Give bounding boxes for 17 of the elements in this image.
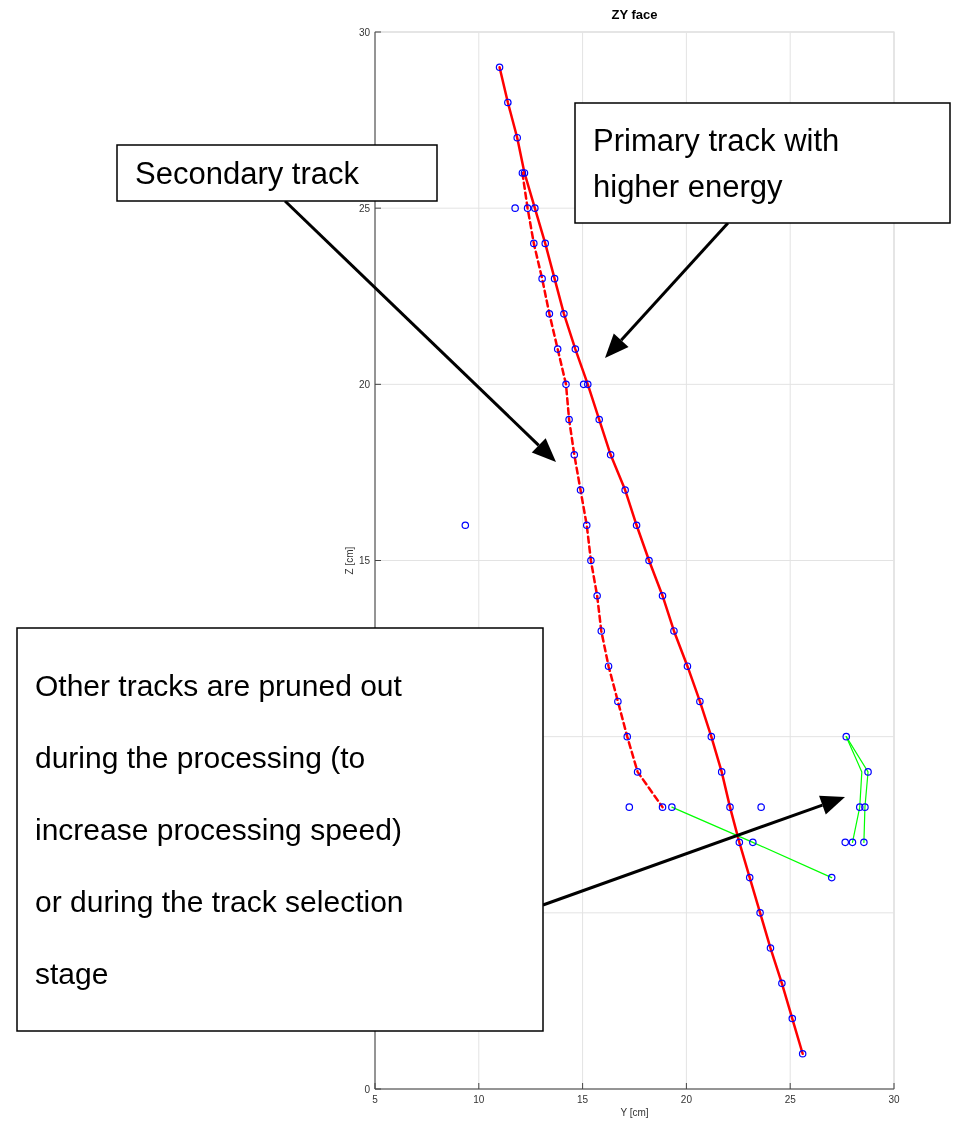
x-tick-label: 5: [372, 1094, 379, 1105]
x-tick-label: 30: [888, 1094, 900, 1105]
y-tick-label: 30: [358, 26, 371, 38]
text: Other tracks are pruned out during the processing (to increase processing speed) or during the track selection stage: [35, 669, 404, 990]
chart-title: ZY face: [611, 7, 658, 22]
x-axis-title: Y [cm]: [620, 1107, 649, 1118]
x-tick-label: 25: [784, 1094, 797, 1105]
text: Secondary track: [135, 155, 360, 191]
y-axis-title: Z [cm]: [344, 546, 355, 575]
y-tick-label: 0: [364, 1083, 371, 1095]
y-tick-label: 15: [358, 555, 371, 566]
x-tick-label: 20: [680, 1094, 693, 1105]
y-tick-label: 25: [358, 202, 371, 214]
annotation: Primary track with higher energy: [593, 122, 840, 204]
x-tick-label: 10: [473, 1094, 485, 1105]
x-tick-label: 15: [577, 1094, 589, 1105]
y-tick-label: 20: [358, 378, 371, 390]
